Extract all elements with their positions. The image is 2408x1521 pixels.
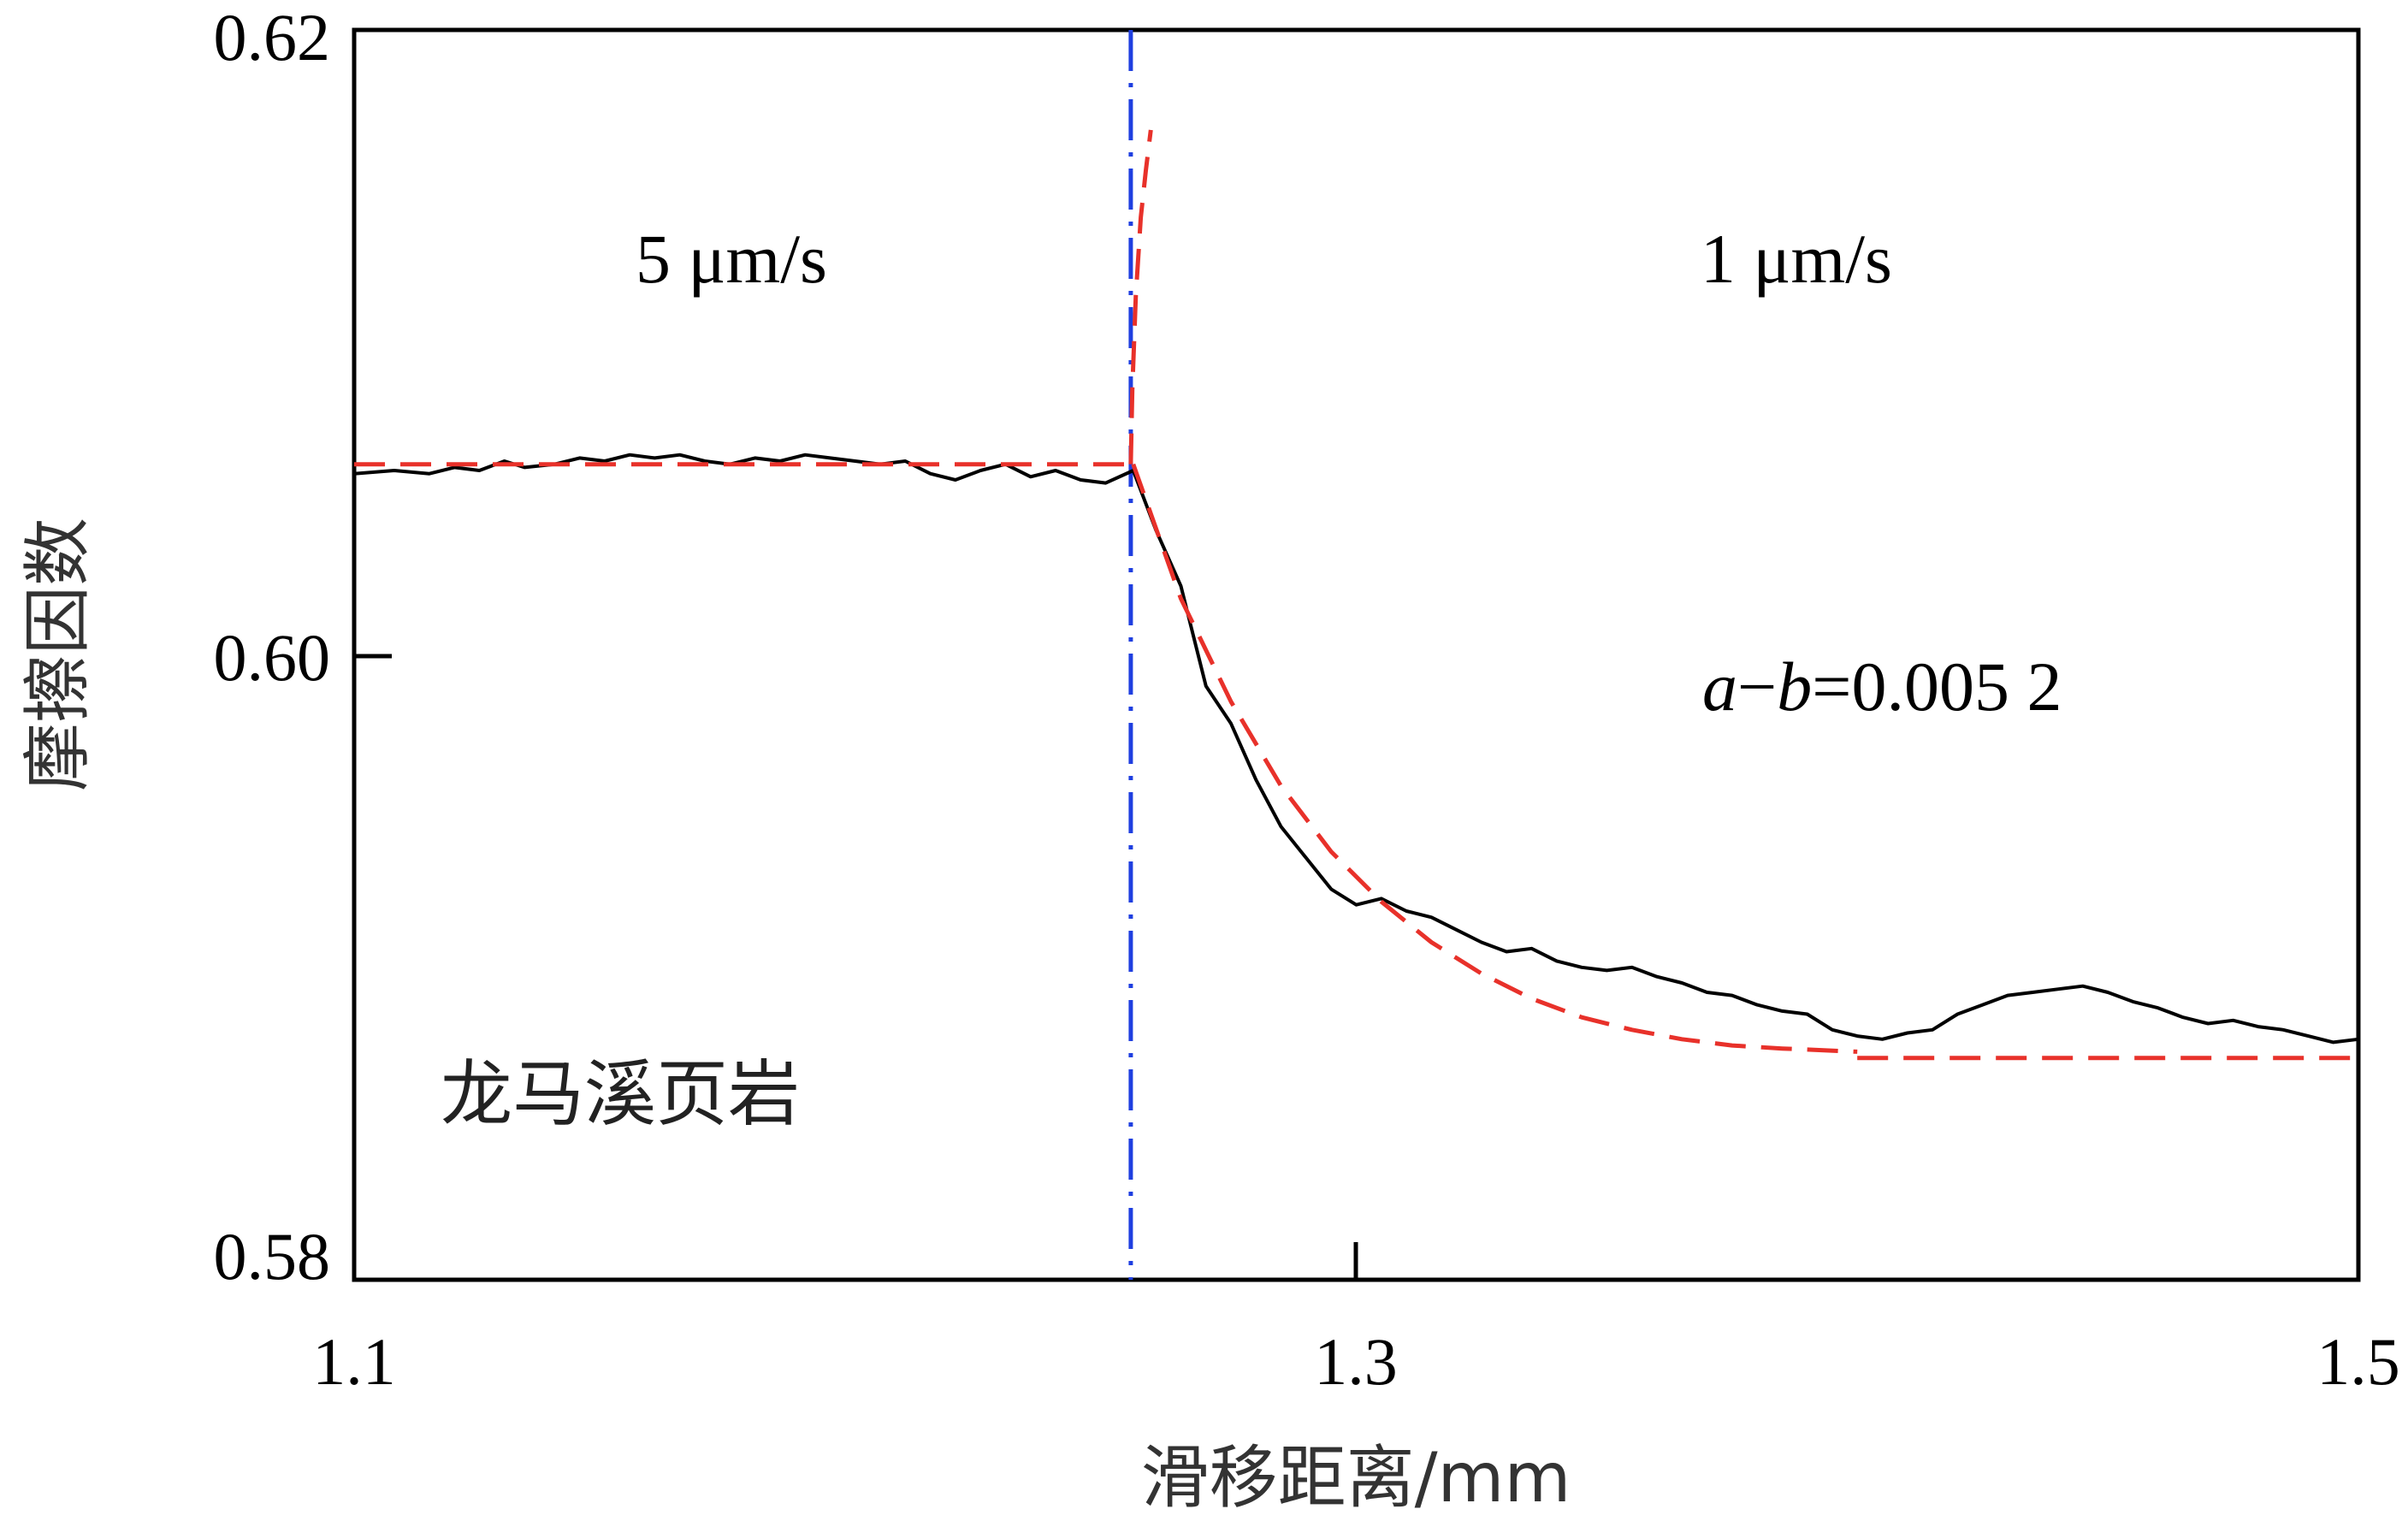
velocity-label-right: 1 μm/s [1701,220,1892,298]
x-axis-title: 滑移距离/mm [1141,1438,1571,1518]
a-minus-b-dash: − [1737,648,1777,725]
x-tick-label-mid: 1.3 [1314,1324,1398,1399]
x-tick-label-right: 1.5 [2316,1324,2400,1399]
material-label: 龙马溪页岩 [441,1052,800,1136]
a-minus-b-label: a−b=0.005 2 [1702,648,2062,725]
series-fit-evolution [1131,463,1858,1054]
series-fit-direct-effect [1128,129,1153,465]
velocity-label-left: 5 μm/s [636,220,827,298]
a-minus-b-a: a [1702,648,1737,725]
y-axis-title: 摩擦因数 [18,518,98,791]
series-measured [353,453,2359,1045]
x-tick-label-left: 1.1 [312,1324,396,1399]
y-tick-label-mid: 0.60 [214,620,331,695]
y-tick-label-bottom: 0.58 [214,1219,331,1293]
y-tick-label-top: 0.62 [214,0,331,74]
series-layer [353,129,2359,1061]
a-minus-b-value: =0.005 2 [1812,648,2062,725]
a-minus-b-b: b [1777,648,1812,725]
